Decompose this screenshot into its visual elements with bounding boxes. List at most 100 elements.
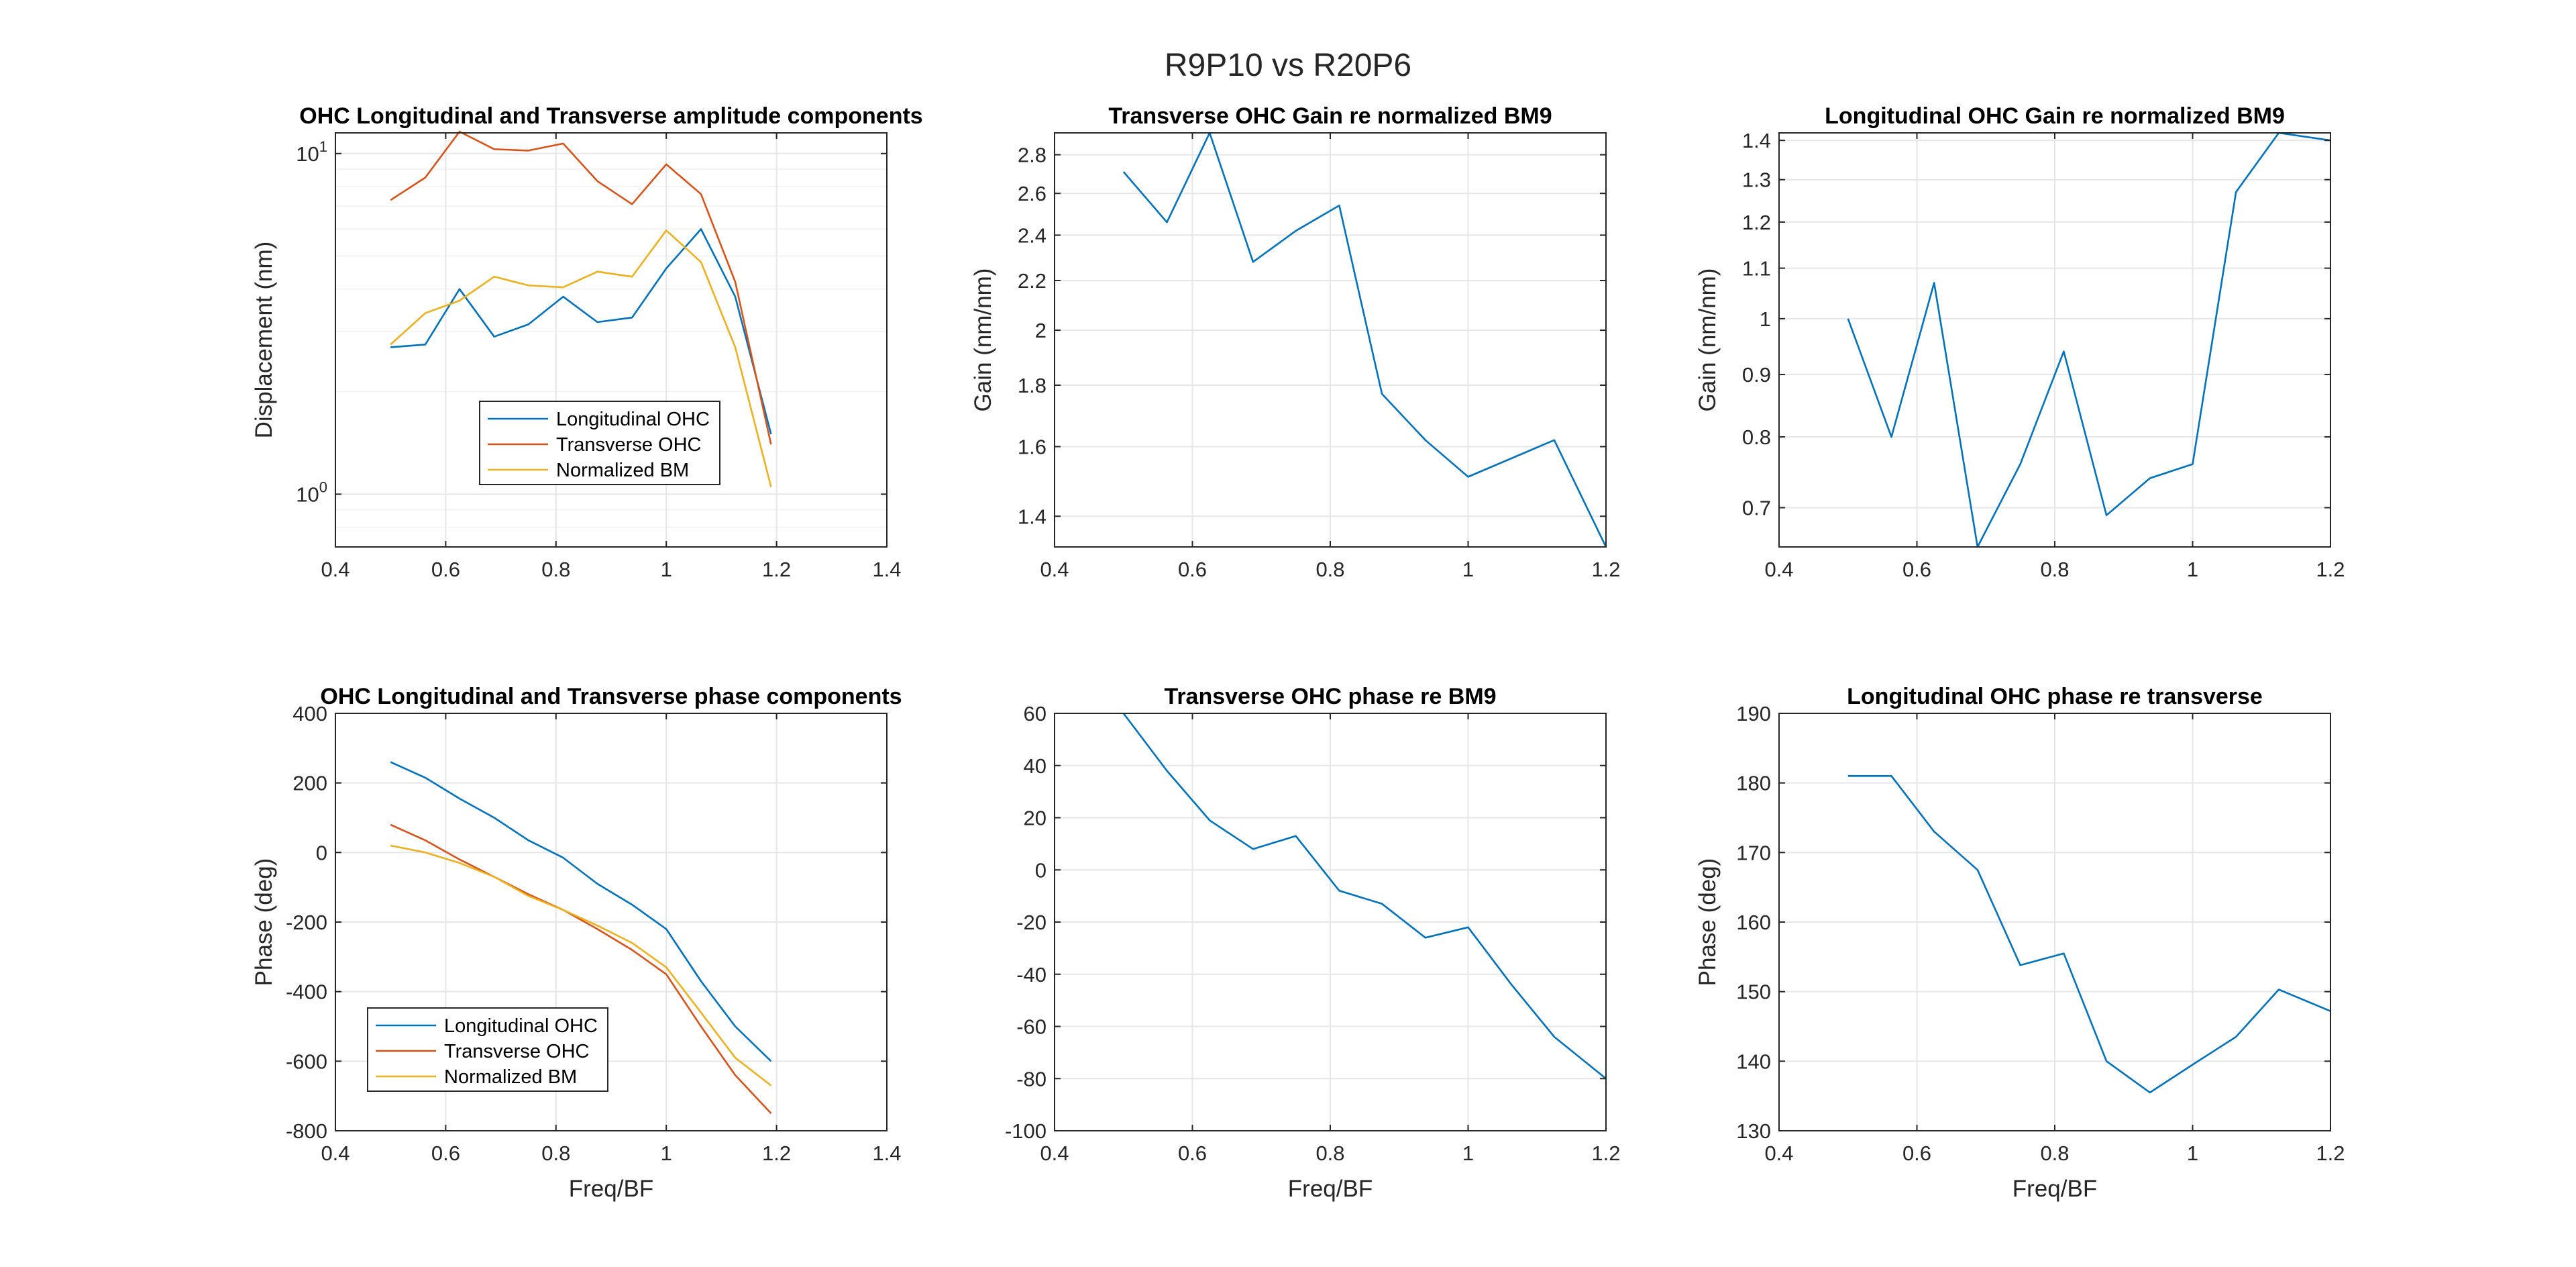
x-tick-label: 1.2 — [2316, 558, 2345, 581]
series-line-transverse-ohc — [390, 130, 772, 445]
y-tick-label: 1.2 — [1742, 211, 1771, 234]
chart-panel-4: 0.4 0.6 0.8 1 1.2 1.4 -800 -600 -400 -200 0 200 400O… — [251, 684, 902, 1202]
y-tick-label: 2.2 — [1018, 269, 1046, 293]
y-tick-label: 0.9 — [1742, 363, 1771, 387]
x-tick-label: 0.8 — [541, 558, 570, 581]
series-line-normalized-bm — [390, 229, 772, 487]
legend-label: Longitudinal OHC — [556, 409, 710, 430]
x-tick-label: 1.4 — [872, 558, 901, 581]
y-tick-label: -20 — [1016, 911, 1046, 934]
chart-panel-5: 0.4 0.6 0.8 1 1.2 -100 -80 -60 -40 -20 0 20 40 60 Tran… — [1005, 684, 1621, 1202]
x-tick-label: 1 — [2187, 558, 2198, 581]
x-tick-label: 0.6 — [1178, 1142, 1207, 1165]
legend-label: Transverse OHC — [444, 1041, 589, 1062]
y-tick-label: -600 — [286, 1050, 327, 1073]
series-line-1 — [1847, 132, 2331, 548]
x-tick-label: 0.4 — [321, 1142, 350, 1165]
x-axis-label: Freq/BF — [569, 1176, 653, 1202]
chart-panel-2: 0.4 0.6 0.8 1 1.2 1.4 1.6 1.8 2 2.2 2.4 2.6 2.8 Trans… — [970, 103, 1621, 581]
x-tick-label: 0.8 — [1316, 558, 1344, 581]
y-tick-label: 0 — [316, 841, 327, 864]
legend-label: Normalized BM — [444, 1066, 577, 1088]
x-axis-label: Freq/BF — [2012, 1176, 2097, 1202]
chart-title: Longitudinal OHC Gain re normalized BM9 — [1825, 103, 2285, 129]
y-tick-label: 0.7 — [1742, 496, 1771, 519]
figure-title: R9P10 vs R20P6 — [1165, 48, 1411, 83]
y-axis-label: Gain (nm/nm) — [1695, 268, 1721, 412]
x-tick-label: 0.6 — [431, 1142, 460, 1165]
y-axis-label: Displacement (nm) — [251, 242, 277, 439]
y-tick-label: 200 — [292, 772, 327, 795]
x-tick-label: 1 — [1462, 558, 1474, 581]
x-tick-label: 0.6 — [1902, 1142, 1931, 1165]
y-tick-label: -80 — [1016, 1067, 1046, 1091]
series-line-normalized-bm — [390, 844, 772, 1086]
x-tick-label: 0.4 — [1764, 1142, 1793, 1165]
chart-title: Transverse OHC phase re BM9 — [1164, 684, 1496, 709]
y-tick-label: 160 — [1736, 911, 1771, 934]
y-axis-label: Phase (deg) — [1695, 858, 1721, 986]
y-tick-label: 1 — [1760, 307, 1771, 331]
y-tick-label: 1.3 — [1742, 168, 1771, 192]
x-tick-label: 0.8 — [2040, 558, 2069, 581]
legend-label: Transverse OHC — [556, 434, 701, 456]
x-tick-label: 1.2 — [1591, 558, 1620, 581]
legend: Longitudinal OHC Transverse OHC Normalized… — [479, 401, 720, 485]
chart-title: Transverse OHC Gain re normalized BM9 — [1108, 103, 1552, 129]
y-tick-label: 100 — [296, 478, 327, 506]
y-tick-label: 2.6 — [1018, 182, 1046, 205]
x-tick-label: 0.4 — [1040, 1142, 1069, 1165]
x-tick-label: 0.6 — [431, 558, 460, 581]
y-tick-label: 140 — [1736, 1050, 1771, 1073]
y-tick-label: 101 — [296, 138, 327, 166]
y-tick-label: 2 — [1035, 319, 1046, 342]
y-tick-label: -800 — [286, 1119, 327, 1143]
y-tick-label: -40 — [1016, 963, 1046, 986]
series-line-longitudinal-ohc — [390, 761, 772, 1062]
x-tick-label: 1 — [661, 1142, 672, 1165]
y-tick-label: 130 — [1736, 1119, 1771, 1143]
y-tick-label: 1.6 — [1018, 436, 1046, 459]
chart-panel-1: 0.4 0.6 0.8 1 1.2 1.4 100 101 OHC Longitudinal a… — [251, 103, 923, 581]
y-axis-label: Phase (deg) — [251, 858, 277, 986]
chart-panel-3: 0.4 0.6 0.8 1 1.2 0.7 0.8 0.9 1 1.1 1.2 1.3 1.4 Longi… — [1695, 103, 2345, 581]
series-line-1 — [1122, 713, 1607, 1080]
series-line-1 — [1122, 132, 1607, 548]
y-tick-label: 1.4 — [1742, 129, 1771, 152]
x-tick-label: 1.2 — [1591, 1142, 1620, 1165]
series-line-1 — [1847, 775, 2331, 1094]
legend: Longitudinal OHC Transverse OHC Normalized… — [367, 1007, 608, 1092]
x-tick-label: 1.2 — [762, 558, 791, 581]
chart-title: OHC Longitudinal and Transverse phase co… — [320, 684, 902, 709]
x-tick-label: 0.4 — [1040, 558, 1069, 581]
y-tick-label: -400 — [286, 980, 327, 1004]
y-tick-label: 0 — [1035, 858, 1046, 882]
y-tick-label: -200 — [286, 911, 327, 934]
y-tick-label: 40 — [1024, 754, 1046, 778]
y-tick-label: 180 — [1736, 772, 1771, 795]
y-tick-label: 1.8 — [1018, 374, 1046, 397]
y-tick-label: 190 — [1736, 702, 1771, 725]
x-tick-label: 0.8 — [541, 1142, 570, 1165]
x-tick-label: 1.4 — [872, 1142, 901, 1165]
y-tick-label: 60 — [1024, 702, 1046, 725]
axes-box — [335, 132, 888, 548]
y-tick-label: 20 — [1024, 807, 1046, 830]
y-tick-label: 2.4 — [1018, 223, 1046, 247]
y-tick-label: 2.8 — [1018, 144, 1046, 167]
x-tick-label: 1 — [2187, 1142, 2198, 1165]
chart-title: OHC Longitudinal and Transverse amplitud… — [299, 103, 922, 129]
legend-box — [479, 401, 720, 485]
x-tick-label: 1 — [661, 558, 672, 581]
series-line-transverse-ohc — [390, 823, 772, 1114]
legend-box — [367, 1007, 608, 1092]
y-tick-label: 150 — [1736, 980, 1771, 1004]
y-tick-label: 400 — [292, 702, 327, 725]
x-tick-label: 0.4 — [321, 558, 350, 581]
y-tick-label: 0.8 — [1742, 425, 1771, 449]
y-tick-label: -60 — [1016, 1015, 1046, 1039]
legend-label: Normalized BM — [556, 460, 689, 481]
x-axis-label: Freq/BF — [1288, 1176, 1373, 1202]
